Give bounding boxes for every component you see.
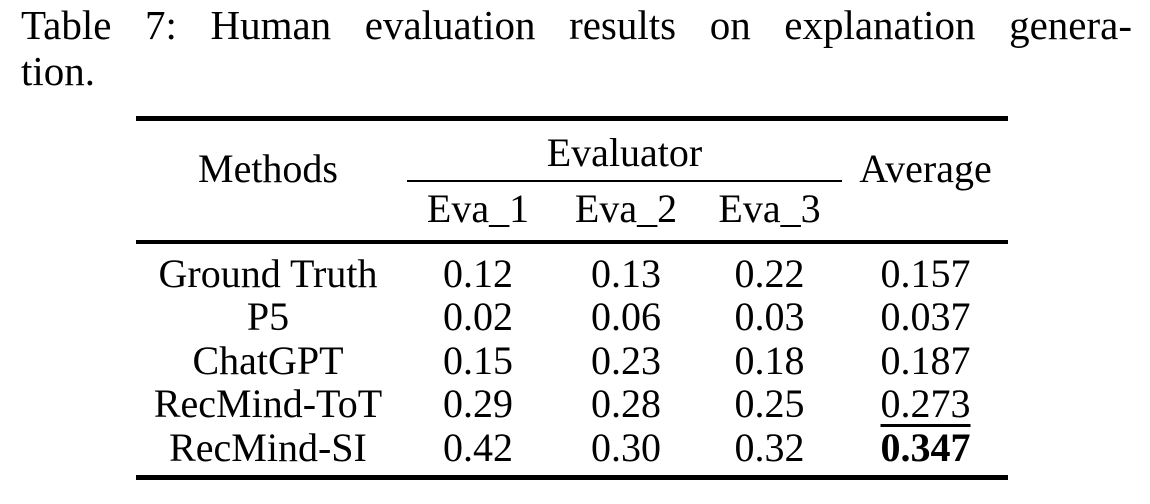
table-row: P5 0.02 0.06 0.03 0.037 [136, 296, 1008, 340]
table-caption-line-2: tion. [21, 48, 96, 94]
table-caption: Table 7: Human evaluation results on exp… [21, 2, 1132, 94]
top-rule [136, 116, 1008, 121]
average-cell: 0.187 [880, 337, 971, 383]
method-cell: P5 [246, 294, 290, 340]
eva3-cell: 0.25 [734, 381, 805, 427]
eva1-cell: 0.29 [443, 381, 513, 427]
eva2-cell: 0.06 [591, 294, 661, 340]
header-evaluator-group: Evaluator [546, 130, 703, 175]
eva1-cell: 0.42 [443, 424, 513, 470]
header-sub-columns: Eva_1 Eva_2 Eva_3 [400, 189, 843, 229]
eva2-cell: 0.13 [591, 250, 661, 296]
method-cell: RecMind-ToT [153, 381, 383, 427]
header-separator-rule [136, 240, 1008, 244]
header-eva-3: Eva_3 [718, 186, 821, 231]
average-cell: 0.037 [880, 294, 971, 340]
table-row: RecMind-SI 0.42 0.30 0.32 0.347 [136, 426, 1008, 470]
method-cell: Ground Truth [158, 250, 378, 296]
eva2-cell: 0.23 [591, 337, 661, 383]
table-body: Ground Truth 0.12 0.13 0.22 0.157 P5 0.0… [136, 244, 1008, 470]
average-cell-bold: 0.347 [880, 424, 971, 470]
evaluator-group-underline-rule [407, 180, 842, 182]
eva1-cell: 0.15 [443, 337, 513, 383]
header-average: Average [859, 146, 992, 191]
eva3-cell: 0.22 [734, 250, 805, 296]
eva2-cell: 0.30 [591, 424, 661, 470]
eva3-cell: 0.03 [734, 294, 805, 340]
eva1-cell: 0.02 [443, 294, 513, 340]
table-caption-line-1: Table 7: Human evaluation results on exp… [21, 2, 1132, 48]
method-cell: ChatGPT [192, 337, 344, 383]
average-cell: 0.157 [880, 250, 971, 296]
eva1-cell: 0.12 [443, 250, 513, 296]
eva3-cell: 0.18 [734, 337, 805, 383]
results-table: Methods Evaluator Average Eva_1 Eva_2 Ev… [136, 116, 1008, 480]
bottom-rule [136, 475, 1008, 480]
eva2-cell: 0.28 [591, 381, 661, 427]
eva3-cell: 0.32 [734, 424, 805, 470]
average-cell-underlined: 0.273 [880, 381, 971, 427]
table-row: ChatGPT 0.15 0.23 0.18 0.187 [136, 339, 1008, 383]
header-eva-2: Eva_2 [574, 186, 678, 231]
header-methods: Methods [198, 146, 338, 191]
method-cell: RecMind-SI [169, 424, 367, 470]
table-row: RecMind-ToT 0.29 0.28 0.25 0.273 [136, 383, 1008, 427]
table-row: Ground Truth 0.12 0.13 0.22 0.157 [136, 252, 1008, 296]
header-eva-1: Eva_1 [426, 186, 530, 231]
